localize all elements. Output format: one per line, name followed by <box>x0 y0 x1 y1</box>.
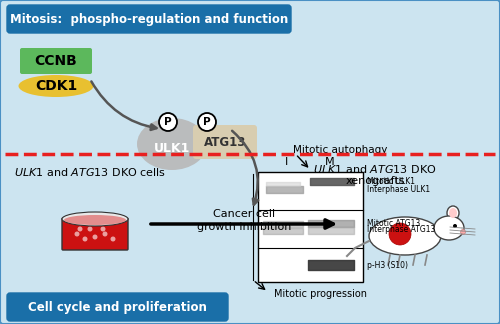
Text: $\it{ULK1}$ and $\it{ATG13}$ DKO: $\it{ULK1}$ and $\it{ATG13}$ DKO <box>314 163 436 175</box>
Text: Interphase ULK1: Interphase ULK1 <box>367 184 430 193</box>
Circle shape <box>102 232 108 237</box>
Text: growth inhibition: growth inhibition <box>197 222 291 232</box>
Circle shape <box>74 232 80 237</box>
Circle shape <box>198 113 216 131</box>
FancyBboxPatch shape <box>193 125 257 159</box>
Text: M: M <box>324 157 334 167</box>
Bar <box>258 172 363 282</box>
Circle shape <box>389 223 411 245</box>
Text: CDK1: CDK1 <box>35 79 77 93</box>
Text: ULK1: ULK1 <box>154 142 190 155</box>
Text: Cell cycle and proliferation: Cell cycle and proliferation <box>28 300 206 314</box>
FancyBboxPatch shape <box>62 218 128 250</box>
Text: xenografts: xenografts <box>345 176 405 186</box>
Circle shape <box>82 237 87 241</box>
Text: Interphase ATG13: Interphase ATG13 <box>367 226 436 235</box>
Text: Mitotic ATG13: Mitotic ATG13 <box>367 218 420 227</box>
Ellipse shape <box>449 208 457 218</box>
Ellipse shape <box>434 216 464 240</box>
FancyBboxPatch shape <box>7 5 291 33</box>
Circle shape <box>78 226 82 232</box>
Ellipse shape <box>369 217 441 255</box>
Circle shape <box>100 226 105 232</box>
FancyBboxPatch shape <box>20 48 92 74</box>
Text: p-H3 (S10): p-H3 (S10) <box>367 260 408 270</box>
Circle shape <box>159 113 177 131</box>
Text: Cancer cell: Cancer cell <box>213 209 275 219</box>
Text: P: P <box>203 117 211 127</box>
Text: Mitotic autophagy: Mitotic autophagy <box>294 145 388 155</box>
Text: $\it{ULK1}$ and $\it{ATG13}$ DKO cells: $\it{ULK1}$ and $\it{ATG13}$ DKO cells <box>14 166 166 178</box>
Circle shape <box>460 229 466 235</box>
Text: Mitotic progression: Mitotic progression <box>274 289 367 299</box>
Ellipse shape <box>137 118 207 170</box>
Circle shape <box>88 226 92 232</box>
Text: Mitosis:  phospho-regulation and function: Mitosis: phospho-regulation and function <box>10 13 288 26</box>
Text: Mitotic ULK1: Mitotic ULK1 <box>367 177 415 186</box>
Text: CCNB: CCNB <box>34 54 78 68</box>
FancyBboxPatch shape <box>7 293 228 321</box>
Ellipse shape <box>447 206 459 220</box>
Circle shape <box>110 237 116 241</box>
Ellipse shape <box>64 215 126 225</box>
Circle shape <box>453 224 457 228</box>
Text: I: I <box>284 157 288 167</box>
Circle shape <box>92 235 98 239</box>
Text: P: P <box>164 117 172 127</box>
Ellipse shape <box>62 212 128 226</box>
Ellipse shape <box>18 75 94 97</box>
Text: ATG13: ATG13 <box>204 135 246 148</box>
